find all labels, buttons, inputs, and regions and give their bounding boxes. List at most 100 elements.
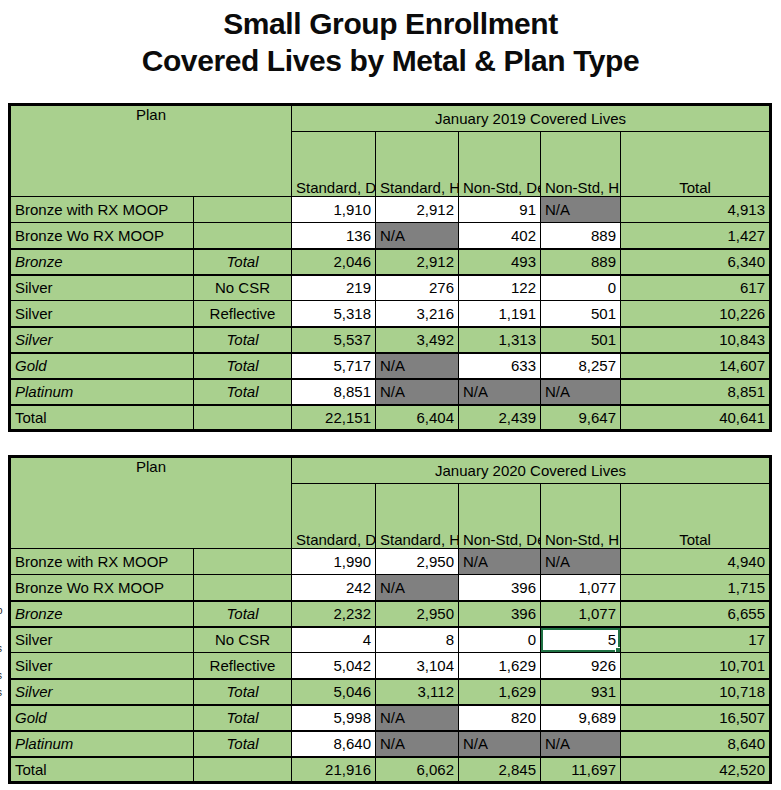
value-cell[interactable]: 8,851 [292, 379, 376, 405]
value-cell[interactable]: 5,537 [292, 327, 376, 353]
value-cell[interactable]: 11,697 [541, 757, 621, 783]
plan-sub-label[interactable] [194, 575, 292, 601]
column-header[interactable]: Total [621, 132, 771, 197]
value-cell[interactable]: N/A [541, 197, 621, 223]
plan-label[interactable]: Platinum [10, 731, 194, 757]
value-cell[interactable]: 2,439 [459, 405, 541, 431]
plan-sub-label[interactable] [194, 223, 292, 249]
total-cell[interactable]: 8,851 [621, 379, 771, 405]
plan-label[interactable]: Total [10, 405, 194, 431]
selected-cell[interactable]: 5 [541, 627, 621, 653]
plan-label[interactable]: Gold [10, 353, 194, 379]
value-cell[interactable]: N/A [376, 731, 459, 757]
value-cell[interactable]: N/A [459, 731, 541, 757]
plan-sub-label[interactable]: Total [194, 731, 292, 757]
column-header[interactable]: Standard, HDHP [376, 484, 459, 549]
value-cell[interactable]: 8,640 [292, 731, 376, 757]
value-cell[interactable]: 4 [292, 627, 376, 653]
plan-label[interactable]: Bronze with RX MOOP [10, 197, 194, 223]
value-cell[interactable]: 889 [541, 223, 621, 249]
value-cell[interactable]: 0 [541, 275, 621, 301]
plan-sub-label[interactable] [194, 197, 292, 223]
value-cell[interactable]: 8 [376, 627, 459, 653]
value-cell[interactable]: 501 [541, 301, 621, 327]
value-cell[interactable]: 501 [541, 327, 621, 353]
value-cell[interactable]: 2,046 [292, 249, 376, 275]
value-cell[interactable]: 3,112 [376, 679, 459, 705]
period-header[interactable]: January 2019 Covered Lives [292, 105, 771, 132]
value-cell[interactable]: 6,062 [376, 757, 459, 783]
plan-label[interactable]: Silver [10, 301, 194, 327]
plan-sub-label[interactable]: Total [194, 327, 292, 353]
value-cell[interactable]: 1,313 [459, 327, 541, 353]
value-cell[interactable]: 6,404 [376, 405, 459, 431]
value-cell[interactable]: 396 [459, 575, 541, 601]
value-cell[interactable]: 820 [459, 705, 541, 731]
value-cell[interactable]: 2,232 [292, 601, 376, 627]
column-header[interactable]: Non-Std, Deductible [459, 484, 541, 549]
total-cell[interactable]: 4,940 [621, 549, 771, 575]
total-cell[interactable]: 6,655 [621, 601, 771, 627]
value-cell[interactable]: 2,912 [376, 197, 459, 223]
plan-label[interactable]: Bronze with RX MOOP [10, 549, 194, 575]
plan-label[interactable]: Silver [10, 327, 194, 353]
value-cell[interactable]: 1,077 [541, 575, 621, 601]
value-cell[interactable]: 22,151 [292, 405, 376, 431]
column-header[interactable]: Standard, Deductible [292, 132, 376, 197]
total-cell[interactable]: 617 [621, 275, 771, 301]
plan-sub-label[interactable]: Total [194, 679, 292, 705]
value-cell[interactable]: 9,647 [541, 405, 621, 431]
value-cell[interactable]: 1,191 [459, 301, 541, 327]
value-cell[interactable]: 889 [541, 249, 621, 275]
value-cell[interactable]: N/A [459, 379, 541, 405]
value-cell[interactable]: 5,042 [292, 653, 376, 679]
plan-sub-label[interactable]: No CSR [194, 627, 292, 653]
value-cell[interactable]: 5,046 [292, 679, 376, 705]
value-cell[interactable]: 276 [376, 275, 459, 301]
value-cell[interactable]: N/A [376, 353, 459, 379]
period-header[interactable]: January 2020 Covered Lives [292, 457, 771, 484]
plan-label[interactable]: Bronze Wo RX MOOP [10, 223, 194, 249]
value-cell[interactable]: N/A [376, 575, 459, 601]
plan-label[interactable]: Bronze [10, 249, 194, 275]
column-header[interactable]: Standard, HDHP [376, 132, 459, 197]
value-cell[interactable]: 8,257 [541, 353, 621, 379]
plan-sub-label[interactable]: Total [194, 249, 292, 275]
plan-sub-label[interactable]: Total [194, 353, 292, 379]
total-cell[interactable]: 17 [621, 627, 771, 653]
column-header[interactable]: Non-Std, Deductible [459, 132, 541, 197]
plan-label[interactable]: Silver [10, 627, 194, 653]
plan-sub-label[interactable]: Total [194, 379, 292, 405]
plan-sub-label[interactable]: Total [194, 705, 292, 731]
plan-label[interactable]: Bronze [10, 601, 194, 627]
value-cell[interactable]: 633 [459, 353, 541, 379]
value-cell[interactable]: 136 [292, 223, 376, 249]
value-cell[interactable]: 2,912 [376, 249, 459, 275]
total-cell[interactable]: 10,701 [621, 653, 771, 679]
total-cell[interactable]: 16,507 [621, 705, 771, 731]
total-cell[interactable]: 6,340 [621, 249, 771, 275]
plan-label[interactable]: Silver [10, 275, 194, 301]
plan-sub-label[interactable] [194, 405, 292, 431]
plan-sub-label[interactable] [194, 549, 292, 575]
value-cell[interactable]: N/A [541, 549, 621, 575]
value-cell[interactable]: 242 [292, 575, 376, 601]
value-cell[interactable]: 396 [459, 601, 541, 627]
plan-label[interactable]: Bronze Wo RX MOOP [10, 575, 194, 601]
value-cell[interactable]: 91 [459, 197, 541, 223]
value-cell[interactable]: N/A [541, 731, 621, 757]
value-cell[interactable]: 122 [459, 275, 541, 301]
total-cell[interactable]: 14,607 [621, 353, 771, 379]
value-cell[interactable]: 3,216 [376, 301, 459, 327]
plan-sub-label[interactable]: Reflective [194, 301, 292, 327]
plan-label[interactable]: Gold [10, 705, 194, 731]
column-header[interactable]: Non-Std, HDHP [541, 484, 621, 549]
total-cell[interactable]: 42,520 [621, 757, 771, 783]
value-cell[interactable]: 2,950 [376, 601, 459, 627]
value-cell[interactable]: 493 [459, 249, 541, 275]
value-cell[interactable]: N/A [376, 705, 459, 731]
plan-sub-label[interactable] [194, 757, 292, 783]
total-cell[interactable]: 10,843 [621, 327, 771, 353]
plan-sub-label[interactable]: Reflective [194, 653, 292, 679]
total-cell[interactable]: 40,641 [621, 405, 771, 431]
